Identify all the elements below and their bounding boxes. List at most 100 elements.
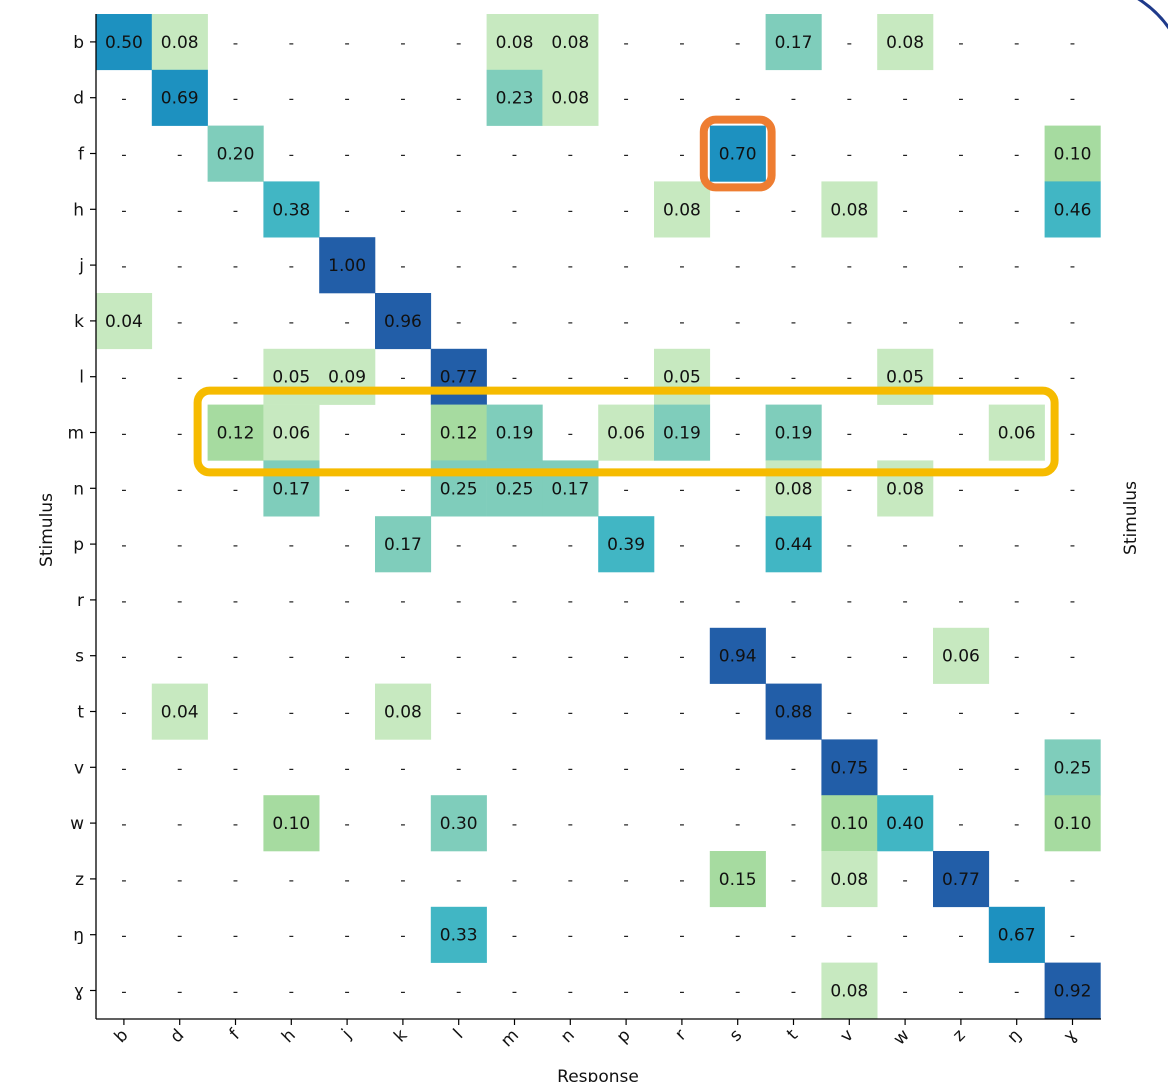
heatmap-cell-l-r	[654, 348, 711, 405]
cell-missing-marker: -	[679, 648, 684, 666]
cell-missing-marker: -	[735, 369, 740, 387]
cell-missing-marker: -	[679, 871, 684, 889]
cell-missing-marker: -	[679, 536, 684, 554]
cell-missing-marker: -	[456, 983, 461, 1001]
cell-missing-marker: -	[623, 759, 628, 777]
highlight-layer	[193, 115, 1059, 477]
cell-missing-marker: -	[902, 313, 907, 331]
cell-value-label: 0.06	[272, 424, 310, 444]
heatmap-cell-p-p	[598, 516, 655, 573]
cell-missing-marker: -	[735, 759, 740, 777]
corner-arc-decoration	[1137, 0, 1168, 30]
cell-value-label: 0.08	[551, 33, 589, 53]
cell-missing-marker: -	[400, 815, 405, 833]
cell-missing-marker: -	[1070, 257, 1075, 275]
heatmap-cell-m-p	[598, 404, 655, 461]
cell-missing-marker: -	[568, 369, 573, 387]
cell-missing-marker: -	[512, 759, 517, 777]
cell-missing-marker: -	[121, 480, 126, 498]
cell-missing-marker: -	[902, 871, 907, 889]
cell-missing-marker: -	[679, 704, 684, 722]
heatmap-cell-m-l	[430, 404, 487, 461]
heatmap-cell-s-z	[933, 627, 990, 684]
heatmap-cell-m-f	[207, 404, 264, 461]
cell-missing-marker: -	[902, 983, 907, 1001]
cell-missing-marker: -	[289, 704, 294, 722]
heatmap-cell-ŋ-l	[430, 906, 487, 963]
cell-missing-marker: -	[177, 759, 182, 777]
heatmap-cell-z-s	[709, 851, 766, 908]
y-tick-label: ɣ	[74, 982, 84, 1002]
cell-missing-marker: -	[512, 815, 517, 833]
heatmap-cell-h-v	[821, 181, 878, 238]
cell-missing-marker: -	[289, 257, 294, 275]
cell-missing-marker: -	[735, 536, 740, 554]
heatmap-cell-w-h	[263, 795, 320, 852]
cell-missing-marker: -	[568, 257, 573, 275]
cell-missing-marker: -	[1014, 759, 1019, 777]
x-tick-label: s	[726, 1025, 747, 1046]
heatmap-cell-h-ɣ	[1044, 181, 1101, 238]
cell-missing-marker: -	[568, 927, 573, 945]
cell-missing-marker: -	[847, 536, 852, 554]
cell-value-label: 0.17	[384, 535, 422, 555]
cell-missing-marker: -	[735, 257, 740, 275]
cell-missing-marker: -	[902, 425, 907, 443]
heatmap-cell-w-v	[821, 795, 878, 852]
cell-missing-marker: -	[1070, 648, 1075, 666]
cell-missing-marker: -	[735, 425, 740, 443]
cell-missing-marker: -	[400, 983, 405, 1001]
heatmap-cell-m-r	[654, 404, 711, 461]
cell-missing-marker: -	[233, 536, 238, 554]
cell-value-label: 0.12	[440, 424, 478, 444]
heatmap-cell-h-h	[263, 181, 320, 238]
heatmap-cell-z-v	[821, 851, 878, 908]
cell-missing-marker: -	[735, 815, 740, 833]
cell-missing-marker: -	[177, 369, 182, 387]
cell-missing-marker: -	[289, 927, 294, 945]
cell-value-label: 0.20	[217, 145, 255, 165]
x-tick-label: n	[557, 1025, 579, 1047]
cell-missing-marker: -	[400, 759, 405, 777]
cell-missing-marker: -	[735, 34, 740, 52]
heatmap-cell-b-t	[765, 14, 822, 71]
cell-missing-marker: -	[177, 927, 182, 945]
cell-missing-marker: -	[791, 815, 796, 833]
cell-missing-marker: -	[847, 592, 852, 610]
cell-missing-marker: -	[512, 871, 517, 889]
cell-value-label: 0.25	[440, 479, 478, 499]
x-tick-label: z	[949, 1025, 970, 1046]
cell-missing-marker: -	[512, 648, 517, 666]
cell-missing-marker: -	[791, 90, 796, 108]
cell-missing-marker: -	[623, 704, 628, 722]
cell-missing-marker: -	[791, 369, 796, 387]
cell-missing-marker: -	[847, 313, 852, 331]
x-tick-label: p	[613, 1025, 635, 1047]
y-tick-label: b	[73, 33, 84, 53]
cells-layer: 0.50 0.08 - - - - - 0.08 0.08 - - - 0.17 - 0.08 - - - - 0.6…	[96, 14, 1101, 1019]
cell-missing-marker: -	[791, 927, 796, 945]
cell-missing-marker: -	[1070, 34, 1075, 52]
highlight-box-row	[193, 386, 1059, 477]
heatmap-cell-w-w	[877, 795, 934, 852]
cell-value-label: 0.08	[775, 479, 813, 499]
y-tick-label: s	[75, 647, 84, 667]
cell-missing-marker: -	[791, 648, 796, 666]
heatmap-cell-l-l	[430, 348, 487, 405]
cell-missing-marker: -	[623, 369, 628, 387]
cell-missing-marker: -	[233, 759, 238, 777]
cell-missing-marker: -	[121, 90, 126, 108]
y-tick-label: v	[74, 758, 84, 778]
cell-value-label: 0.05	[272, 368, 310, 388]
cell-missing-marker: -	[679, 592, 684, 610]
cell-missing-marker: -	[958, 34, 963, 52]
cell-missing-marker: -	[902, 592, 907, 610]
cell-missing-marker: -	[177, 146, 182, 164]
heatmap-cell-w-l	[430, 795, 487, 852]
cell-missing-marker: -	[400, 146, 405, 164]
cell-missing-marker: -	[791, 871, 796, 889]
heatmap-cell-h-r	[654, 181, 711, 238]
cell-missing-marker: -	[568, 759, 573, 777]
cell-missing-marker: -	[233, 369, 238, 387]
